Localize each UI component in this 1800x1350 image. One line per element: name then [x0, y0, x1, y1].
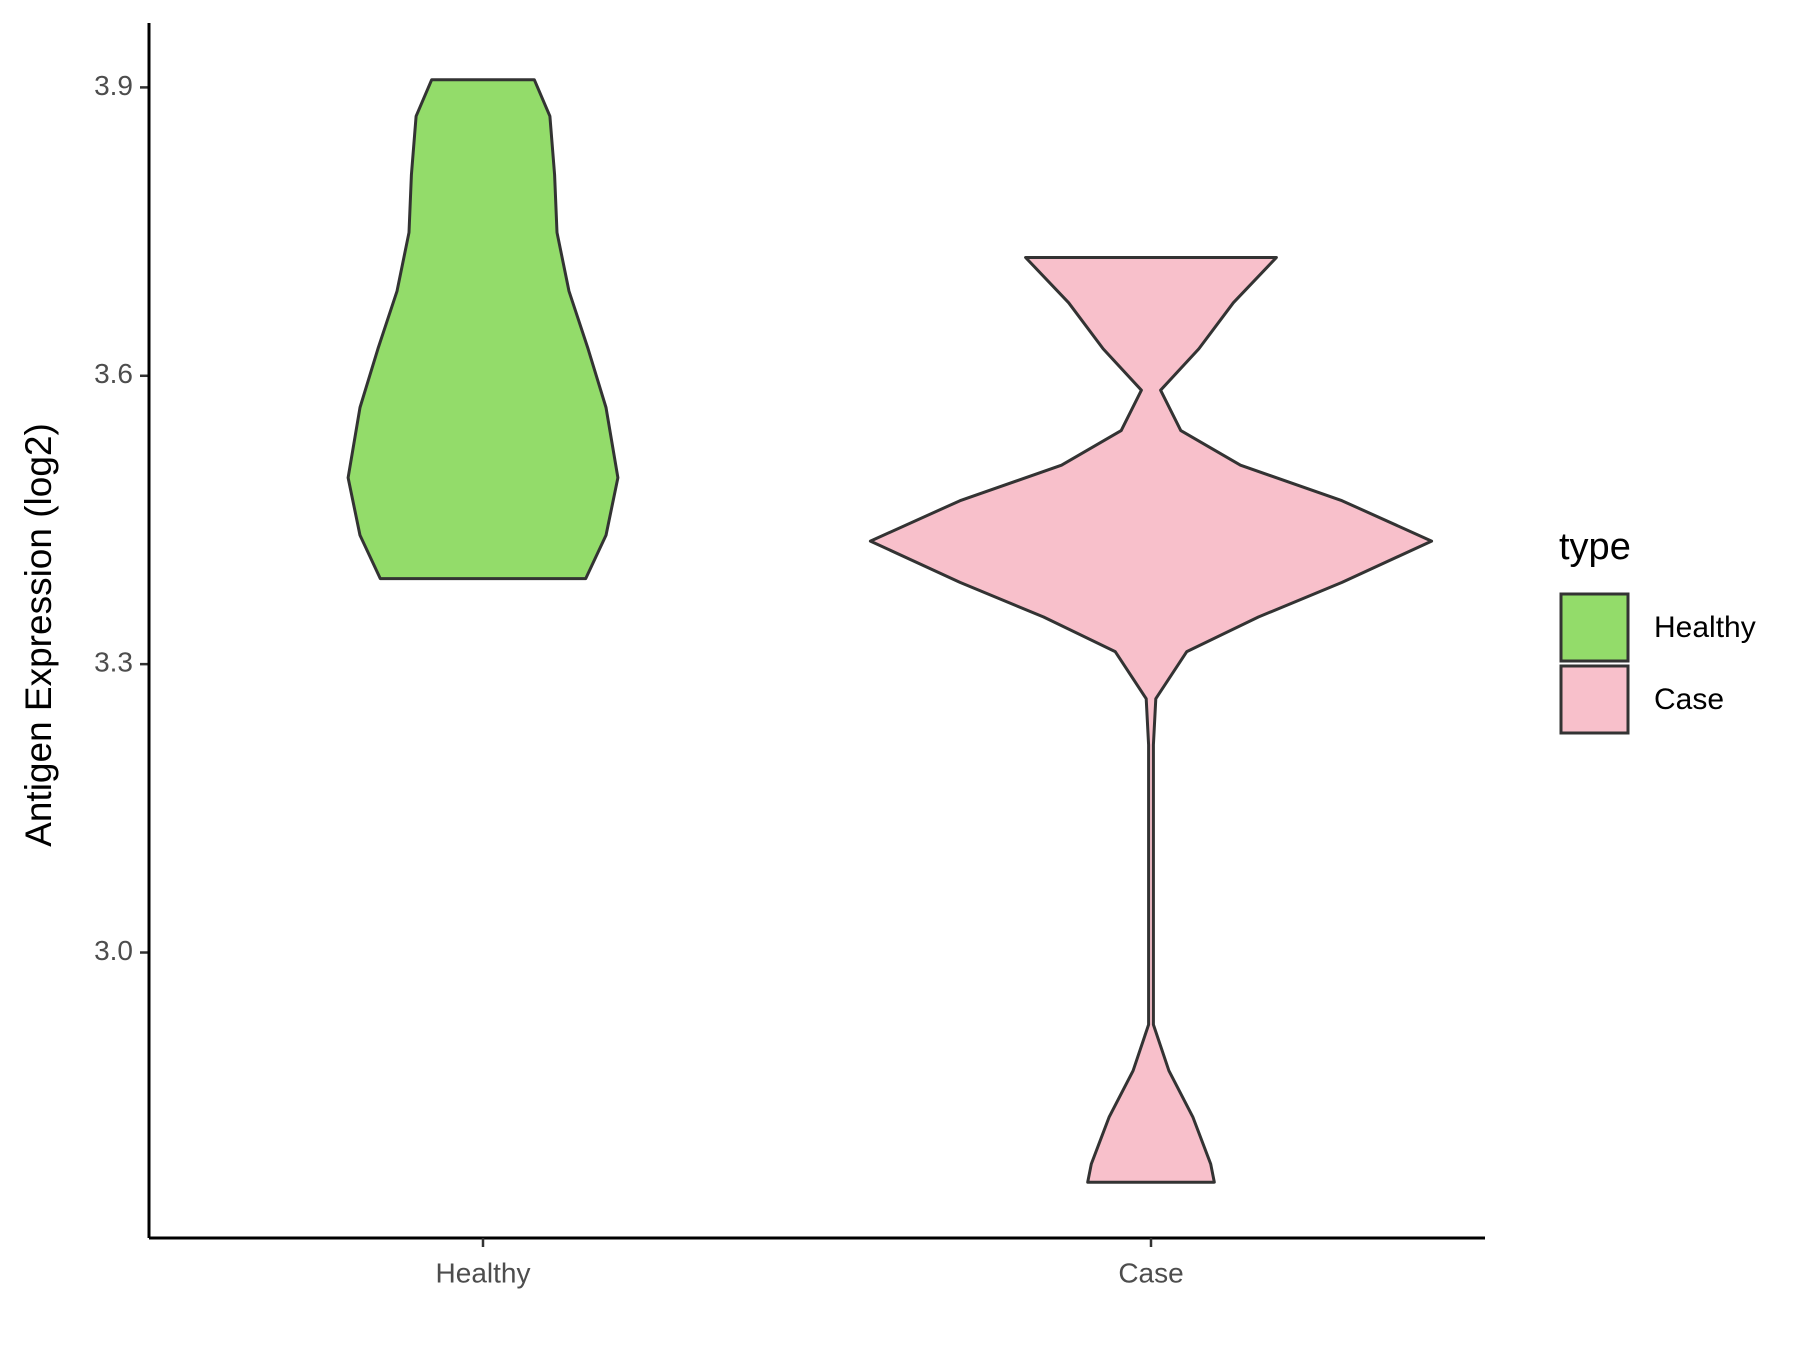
legend-label: Case — [1654, 683, 1724, 716]
violin — [868, 256, 1434, 1184]
x-tick-label: Healthy — [436, 1257, 531, 1288]
violin — [346, 78, 620, 581]
y-tick-label: 3.6 — [94, 358, 133, 389]
legend-label: Healthy — [1654, 611, 1756, 644]
y-axis-label: Antigen Expression (log2) — [18, 423, 59, 847]
y-tick-label: 3.3 — [94, 647, 133, 678]
legend-title: type — [1559, 526, 1631, 568]
y-tick-label: 3.9 — [94, 70, 133, 101]
x-tick-label: Case — [1118, 1257, 1183, 1288]
y-tick-label: 3.0 — [94, 935, 133, 966]
legend-key — [1559, 592, 1630, 663]
legend-key — [1559, 664, 1630, 735]
